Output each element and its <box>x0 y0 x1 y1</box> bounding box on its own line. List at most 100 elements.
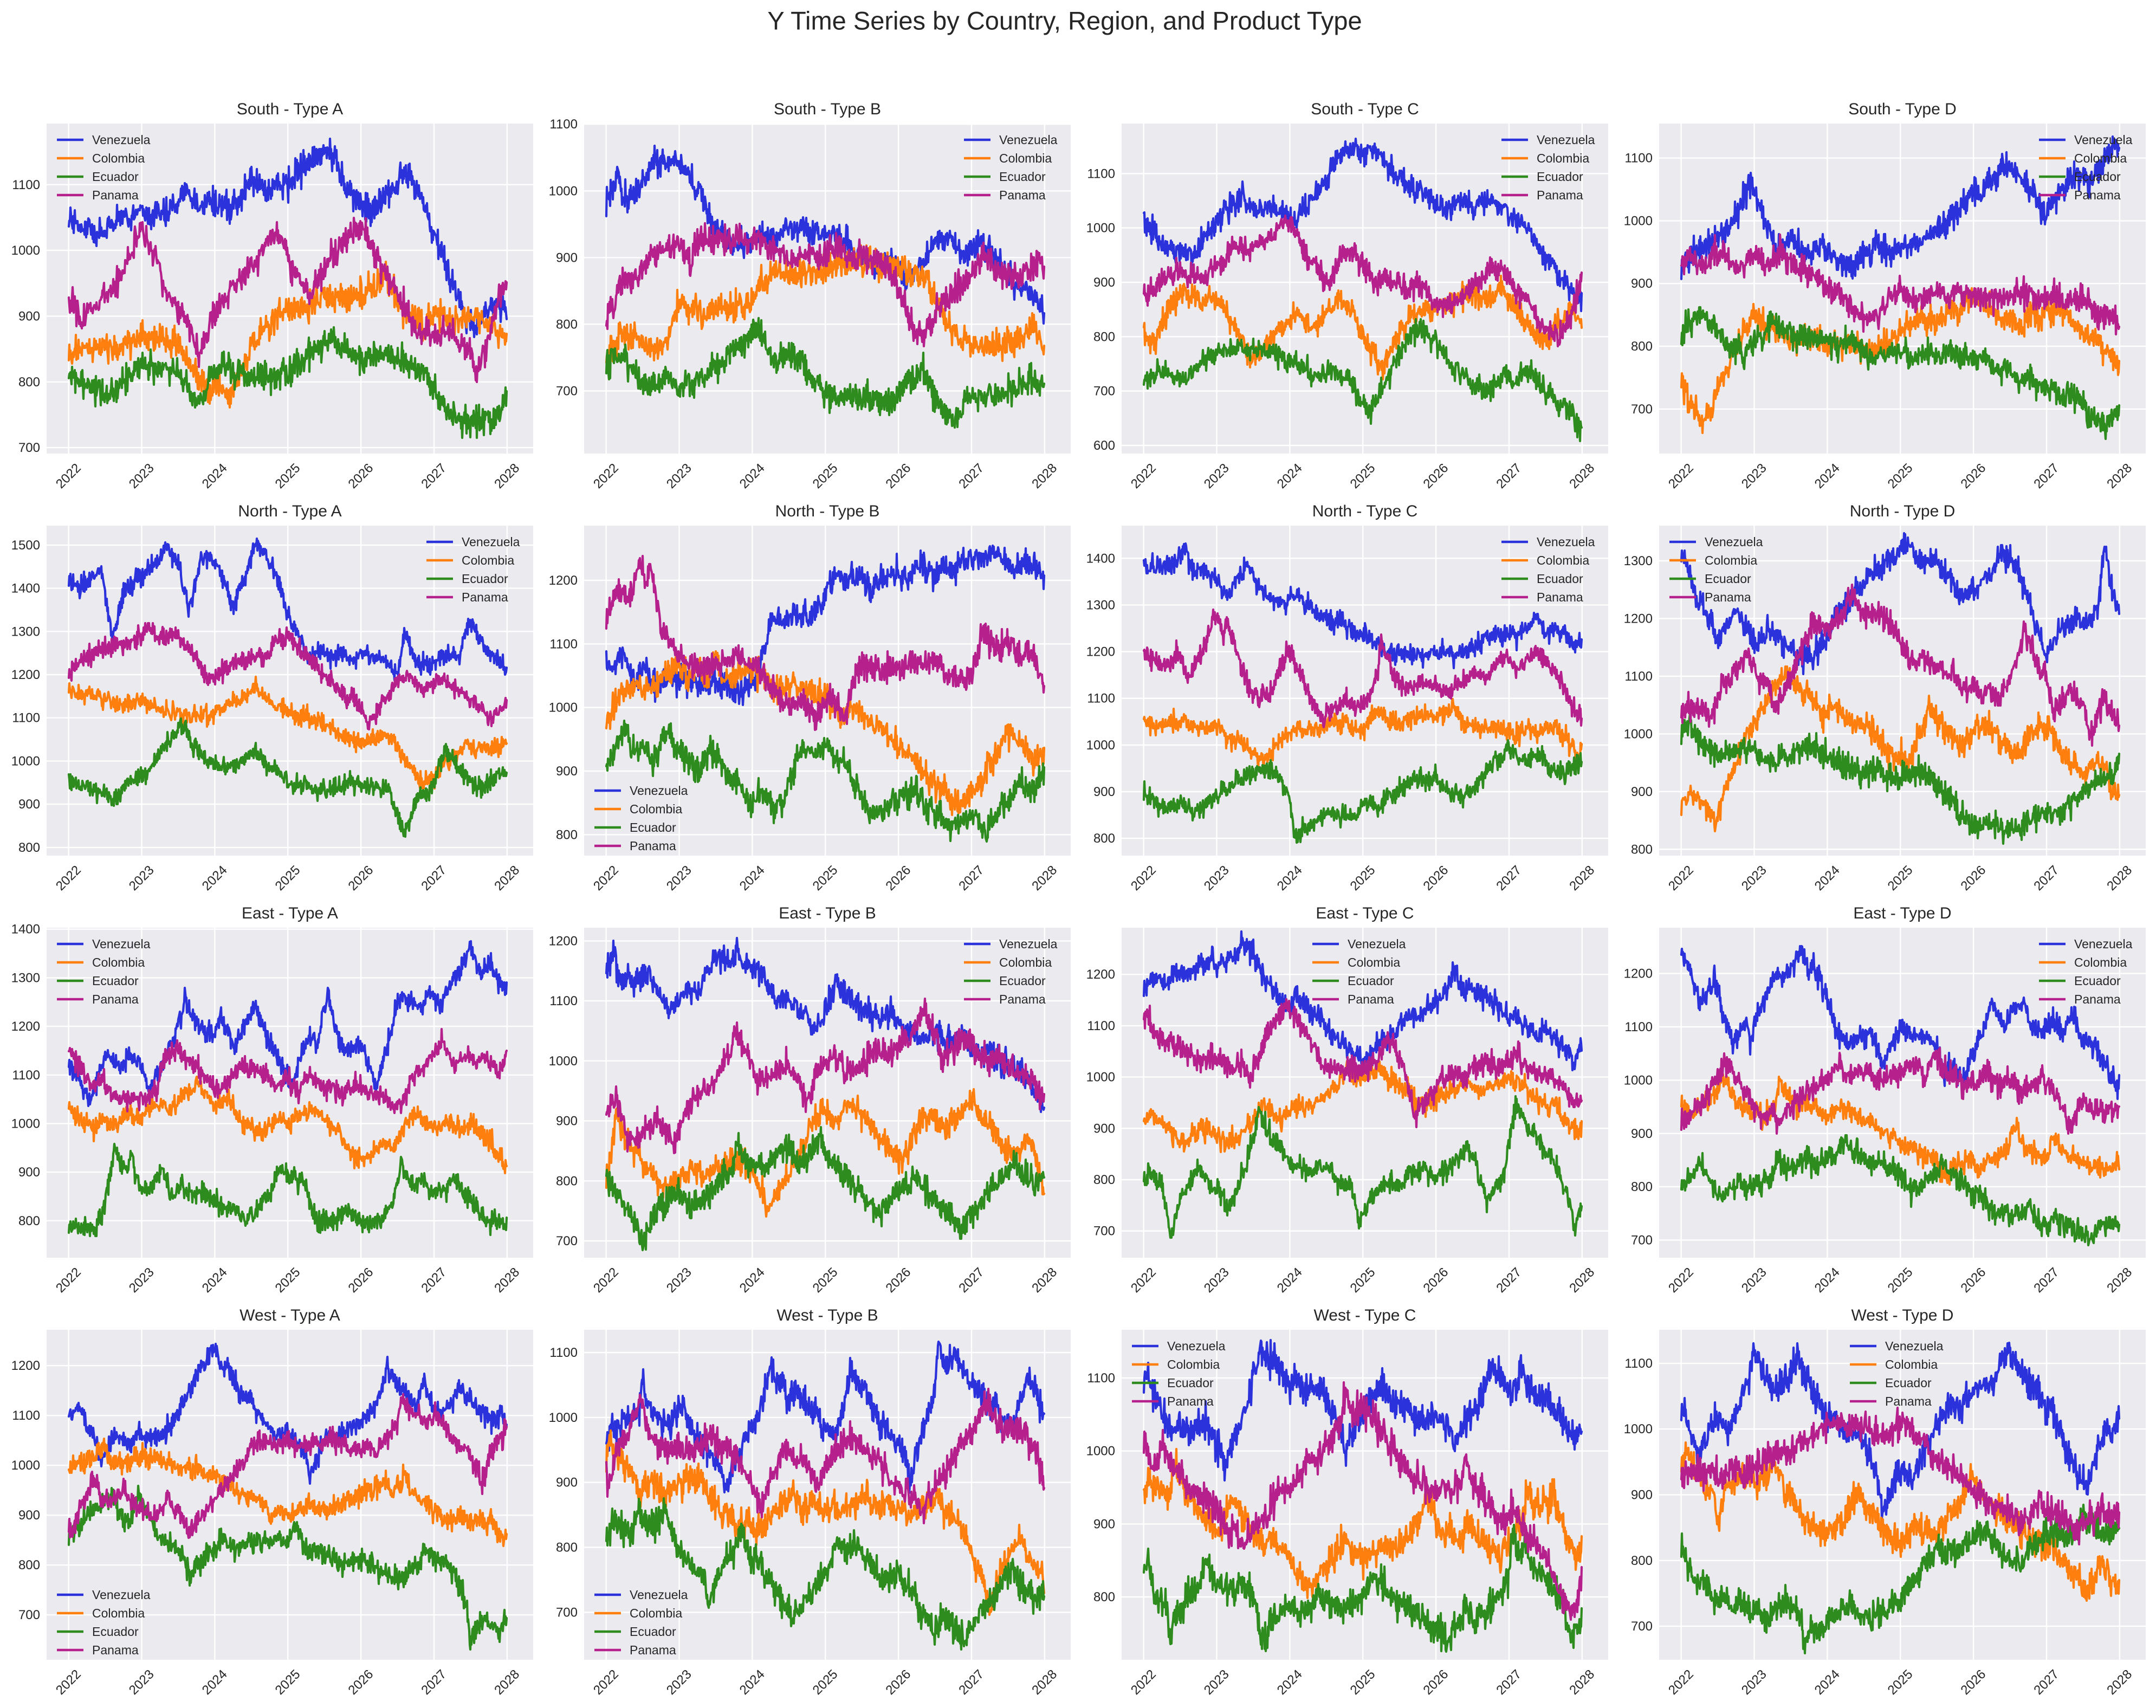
svg-text:1000: 1000 <box>1624 1073 1653 1088</box>
svg-text:900: 900 <box>556 764 578 779</box>
svg-text:Panama: Panama <box>1885 1394 1932 1408</box>
svg-text:Colombia: Colombia <box>999 955 1052 969</box>
svg-text:900: 900 <box>1093 1517 1115 1531</box>
svg-text:1000: 1000 <box>1086 1070 1115 1085</box>
svg-text:West - Type D: West - Type D <box>1851 1306 1954 1324</box>
svg-text:Colombia: Colombia <box>630 1606 682 1620</box>
svg-text:1200: 1200 <box>11 668 40 682</box>
svg-text:Colombia: Colombia <box>92 1606 145 1620</box>
svg-text:800: 800 <box>18 1558 40 1573</box>
svg-text:Panama: Panama <box>92 1643 139 1657</box>
svg-text:Panama: Panama <box>1705 590 1751 604</box>
svg-text:700: 700 <box>556 1606 578 1620</box>
svg-text:800: 800 <box>556 1174 578 1188</box>
svg-text:Venezuela: Venezuela <box>630 1588 688 1602</box>
svg-text:900: 900 <box>18 1165 40 1180</box>
svg-text:800: 800 <box>1631 842 1653 857</box>
svg-text:Ecuador: Ecuador <box>1167 1376 1214 1390</box>
svg-text:1100: 1100 <box>1624 1020 1653 1034</box>
svg-text:800: 800 <box>556 1541 578 1555</box>
svg-text:Colombia: Colombia <box>1537 553 1589 567</box>
svg-text:North - Type D: North - Type D <box>1850 502 1956 520</box>
svg-text:Ecuador: Ecuador <box>1537 572 1583 586</box>
svg-text:1000: 1000 <box>1086 1444 1115 1459</box>
svg-text:Ecuador: Ecuador <box>2074 170 2121 184</box>
svg-text:Venezuela: Venezuela <box>1537 133 1595 147</box>
svg-text:Ecuador: Ecuador <box>92 1625 139 1639</box>
svg-text:Ecuador: Ecuador <box>999 170 1046 184</box>
svg-text:800: 800 <box>1631 339 1653 354</box>
svg-text:1100: 1100 <box>1624 151 1653 166</box>
svg-text:Venezuela: Venezuela <box>1885 1339 1944 1353</box>
svg-text:800: 800 <box>18 1214 40 1228</box>
svg-text:North - Type A: North - Type A <box>238 502 341 520</box>
svg-text:1000: 1000 <box>11 1117 40 1131</box>
svg-text:Panama: Panama <box>999 188 1046 202</box>
svg-text:Ecuador: Ecuador <box>462 572 508 586</box>
svg-text:Venezuela: Venezuela <box>462 535 520 549</box>
svg-text:Venezuela: Venezuela <box>1537 535 1595 549</box>
svg-text:Venezuela: Venezuela <box>92 133 151 147</box>
svg-text:900: 900 <box>1631 785 1653 799</box>
svg-text:1200: 1200 <box>1086 645 1115 659</box>
svg-text:Venezuela: Venezuela <box>1705 535 1763 549</box>
svg-text:Venezuela: Venezuela <box>1348 937 1406 951</box>
svg-text:Colombia: Colombia <box>999 151 1052 165</box>
svg-text:700: 700 <box>1631 1233 1653 1248</box>
svg-text:1200: 1200 <box>549 934 578 948</box>
svg-text:Panama: Panama <box>1537 188 1583 202</box>
svg-text:800: 800 <box>1631 1180 1653 1194</box>
svg-text:East - Type C: East - Type C <box>1316 904 1414 922</box>
svg-text:1000: 1000 <box>1086 221 1115 236</box>
svg-text:1100: 1100 <box>1624 669 1653 684</box>
svg-text:1000: 1000 <box>549 1054 578 1069</box>
svg-text:Panama: Panama <box>462 590 508 604</box>
svg-text:700: 700 <box>18 441 40 455</box>
svg-text:1000: 1000 <box>549 184 578 198</box>
svg-text:800: 800 <box>556 827 578 842</box>
svg-text:1100: 1100 <box>549 117 578 132</box>
svg-text:Colombia: Colombia <box>630 802 682 816</box>
svg-text:1200: 1200 <box>549 573 578 588</box>
svg-text:1200: 1200 <box>1624 611 1653 626</box>
svg-text:900: 900 <box>556 1114 578 1129</box>
svg-text:900: 900 <box>1631 1127 1653 1141</box>
svg-text:Panama: Panama <box>92 992 139 1006</box>
svg-text:Colombia: Colombia <box>2074 955 2127 969</box>
svg-text:Colombia: Colombia <box>1167 1357 1220 1371</box>
svg-text:1100: 1100 <box>549 994 578 1008</box>
svg-text:Venezuela: Venezuela <box>2074 937 2133 951</box>
svg-text:West - Type A: West - Type A <box>239 1306 340 1324</box>
svg-text:Y Time Series by Country, Regi: Y Time Series by Country, Region, and Pr… <box>767 7 1362 35</box>
svg-text:1000: 1000 <box>549 1411 578 1425</box>
svg-text:1400: 1400 <box>11 581 40 596</box>
svg-text:West - Type C: West - Type C <box>1314 1306 1416 1324</box>
svg-text:East - Type D: East - Type D <box>1853 904 1951 922</box>
svg-text:South - Type A: South - Type A <box>237 100 343 118</box>
svg-text:1400: 1400 <box>1086 551 1115 566</box>
svg-text:1000: 1000 <box>549 701 578 715</box>
svg-text:1400: 1400 <box>11 922 40 937</box>
svg-text:South - Type B: South - Type B <box>774 100 881 118</box>
svg-text:Panama: Panama <box>1537 590 1583 604</box>
svg-text:Ecuador: Ecuador <box>92 170 139 184</box>
svg-text:South - Type D: South - Type D <box>1848 100 1957 118</box>
svg-text:700: 700 <box>1631 1619 1653 1634</box>
svg-text:900: 900 <box>1631 276 1653 291</box>
svg-text:Venezuela: Venezuela <box>999 133 1058 147</box>
svg-text:Colombia: Colombia <box>1537 151 1589 165</box>
svg-text:900: 900 <box>18 797 40 812</box>
svg-text:700: 700 <box>1631 402 1653 417</box>
svg-text:1100: 1100 <box>12 711 40 726</box>
svg-text:Ecuador: Ecuador <box>630 1625 676 1639</box>
svg-text:Ecuador: Ecuador <box>999 974 1046 988</box>
svg-text:Panama: Panama <box>2074 188 2121 202</box>
svg-text:Ecuador: Ecuador <box>630 820 676 834</box>
svg-text:900: 900 <box>1093 275 1115 290</box>
svg-text:900: 900 <box>18 1508 40 1523</box>
svg-text:Colombia: Colombia <box>92 151 145 165</box>
svg-text:Ecuador: Ecuador <box>1705 572 1751 586</box>
svg-text:1100: 1100 <box>549 1345 578 1360</box>
svg-text:700: 700 <box>18 1608 40 1622</box>
svg-text:West - Type B: West - Type B <box>776 1306 878 1324</box>
